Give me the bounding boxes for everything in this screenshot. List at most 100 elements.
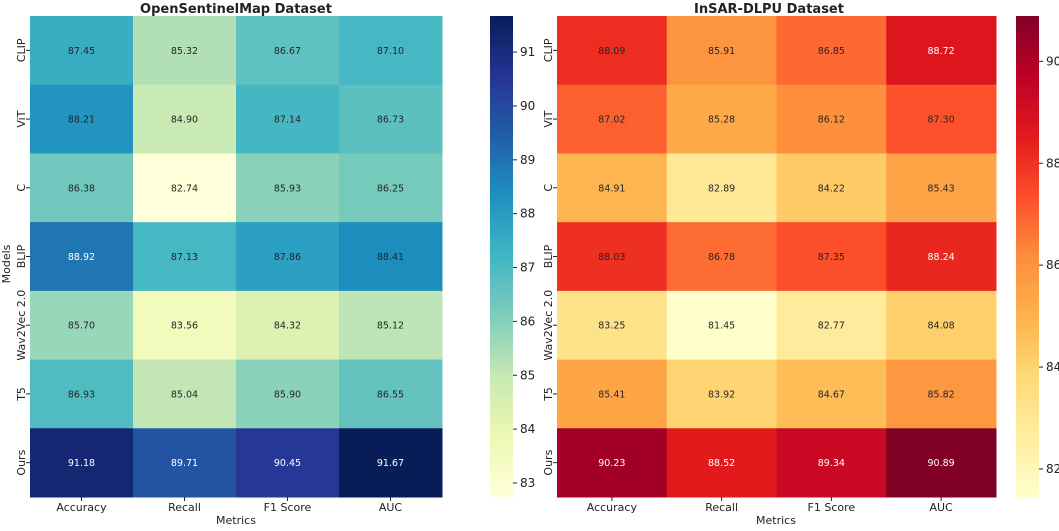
cell-value-label: 87.35 xyxy=(818,252,845,263)
heatmap-cell xyxy=(666,428,777,498)
heatmap-cell xyxy=(133,359,237,429)
heatmap-cell xyxy=(666,16,777,86)
colorbar-gradient-opensentinelmap xyxy=(490,16,513,497)
heatmap-cell xyxy=(30,290,134,361)
heatmap-cell xyxy=(776,290,887,361)
cell-value-label: 83.25 xyxy=(598,321,625,332)
cell-value-label: 85.28 xyxy=(708,115,735,126)
heatmap-cell xyxy=(339,84,443,154)
heatmap-cell xyxy=(557,84,668,154)
cell-value-label: 88.41 xyxy=(377,252,404,263)
heatmap-cell xyxy=(236,290,340,361)
chart-title-opensentinelmap: OpenSentinelMap Dataset xyxy=(140,2,332,17)
heatmap-cell xyxy=(886,153,997,223)
cell-value-label: 85.41 xyxy=(598,389,625,400)
cell-value-label: 86.67 xyxy=(274,46,301,57)
heatmap-cell xyxy=(557,153,668,223)
colorbar-tick-label: 84 xyxy=(1046,360,1059,374)
heatmap-cell xyxy=(339,359,443,429)
row-label: Ours xyxy=(542,449,555,475)
heatmap-cell xyxy=(339,16,443,86)
cell-value-label: 90.89 xyxy=(928,458,955,469)
cell-value-label: 85.82 xyxy=(928,389,955,400)
row-label: T5 xyxy=(542,387,555,402)
colorbar-tick-label: 91 xyxy=(520,45,535,59)
heatmap-cell xyxy=(557,428,668,498)
heatmap-cell xyxy=(339,222,443,292)
colorbar-tick-label: 84 xyxy=(520,422,535,436)
heatmap-cell xyxy=(666,222,777,292)
cell-value-label: 86.12 xyxy=(818,115,845,126)
cell-value-label: 84.67 xyxy=(818,389,845,400)
cell-value-label: 88.21 xyxy=(68,115,95,126)
cell-value-label: 85.04 xyxy=(171,389,198,400)
heatmap-cell xyxy=(557,16,668,86)
cell-value-label: 83.56 xyxy=(171,321,198,332)
cell-value-label: 89.71 xyxy=(171,458,198,469)
cell-value-label: 91.67 xyxy=(377,458,404,469)
column-label: Recall xyxy=(705,501,738,514)
colorbar-tick-label: 83 xyxy=(520,476,535,490)
heatmap-cell xyxy=(236,84,340,154)
colorbar-gradient-insar-dlpu xyxy=(1016,16,1039,497)
y-axis-label-opensentinelmap: Models xyxy=(0,244,13,283)
heatmap-cell xyxy=(557,359,668,429)
row-label: ViT xyxy=(542,110,555,127)
heatmap-cell xyxy=(30,359,134,429)
heatmap-cell xyxy=(776,84,887,154)
row-label: Wav2Vec 2.0 xyxy=(15,290,28,361)
cell-value-label: 85.90 xyxy=(274,389,301,400)
colorbar-tick-label: 88 xyxy=(1046,156,1059,170)
colorbar-tick-label: 90 xyxy=(1046,54,1059,68)
cell-value-label: 87.86 xyxy=(274,252,301,263)
cell-value-label: 86.93 xyxy=(68,389,95,400)
heatmap-cell xyxy=(236,359,340,429)
cell-value-label: 87.14 xyxy=(274,115,301,126)
x-axis-label-opensentinelmap: Metrics xyxy=(216,514,256,527)
cell-value-label: 83.92 xyxy=(708,389,735,400)
cell-value-label: 88.09 xyxy=(598,46,625,57)
colorbar-tick-label: 86 xyxy=(520,314,535,328)
heatmap-cells-opensentinelmap: 87.45 85.32 86.67 87.10 88.21 84.90 87.14 86.73… xyxy=(30,16,443,498)
cell-value-label: 87.30 xyxy=(928,115,955,126)
row-label: T5 xyxy=(15,387,28,402)
colorbar-tick-label: 88 xyxy=(520,207,535,221)
heatmap-cell xyxy=(776,153,887,223)
colorbar-tick-label: 89 xyxy=(520,153,535,167)
column-label: Accuracy xyxy=(56,501,107,514)
heatmap-cell xyxy=(339,290,443,361)
column-label: Accuracy xyxy=(587,501,638,514)
heatmap-cell xyxy=(886,290,997,361)
cell-value-label: 86.55 xyxy=(377,389,404,400)
heatmap-cell xyxy=(236,16,340,86)
heatmap-cell xyxy=(666,290,777,361)
colorbar-opensentinelmap: 83 84 85 86 87 88 89 90 91 xyxy=(490,16,535,497)
heatmap-cells-insar-dlpu: 88.09 85.91 86.85 88.72 87.02 85.28 86.12 87.30… xyxy=(557,16,997,498)
heatmap-cell xyxy=(339,153,443,223)
row-label: CLIP xyxy=(15,38,28,62)
cell-value-label: 86.25 xyxy=(377,183,404,194)
heatmap-cell xyxy=(133,84,237,154)
heatmap-cell xyxy=(776,359,887,429)
heatmap-cell xyxy=(30,153,134,223)
column-label: F1 Score xyxy=(264,501,312,514)
row-label: C xyxy=(542,184,555,192)
row-label: C xyxy=(15,184,28,192)
cell-value-label: 88.03 xyxy=(598,252,625,263)
cell-value-label: 86.73 xyxy=(377,115,404,126)
row-label: CLIP xyxy=(542,38,555,62)
colorbar-ticks-opensentinelmap: 83 84 85 86 87 88 89 90 91 xyxy=(513,45,535,490)
row-labels-opensentinelmap: CLIP ViT C BLIP Wav2Vec 2.0 T5 Ours xyxy=(15,38,30,476)
cell-value-label: 88.24 xyxy=(928,252,955,263)
cell-value-label: 89.34 xyxy=(818,458,845,469)
cell-value-label: 88.72 xyxy=(928,46,955,57)
cell-value-label: 84.32 xyxy=(274,321,301,332)
heatmap-cell xyxy=(133,428,237,498)
column-labels-insar-dlpu: Accuracy Recall F1 Score AUC xyxy=(587,497,953,514)
heatmap-cell xyxy=(886,222,997,292)
cell-value-label: 85.93 xyxy=(274,183,301,194)
heatmap-cell xyxy=(133,153,237,223)
heatmap-cell xyxy=(30,16,134,86)
cell-value-label: 85.70 xyxy=(68,321,95,332)
